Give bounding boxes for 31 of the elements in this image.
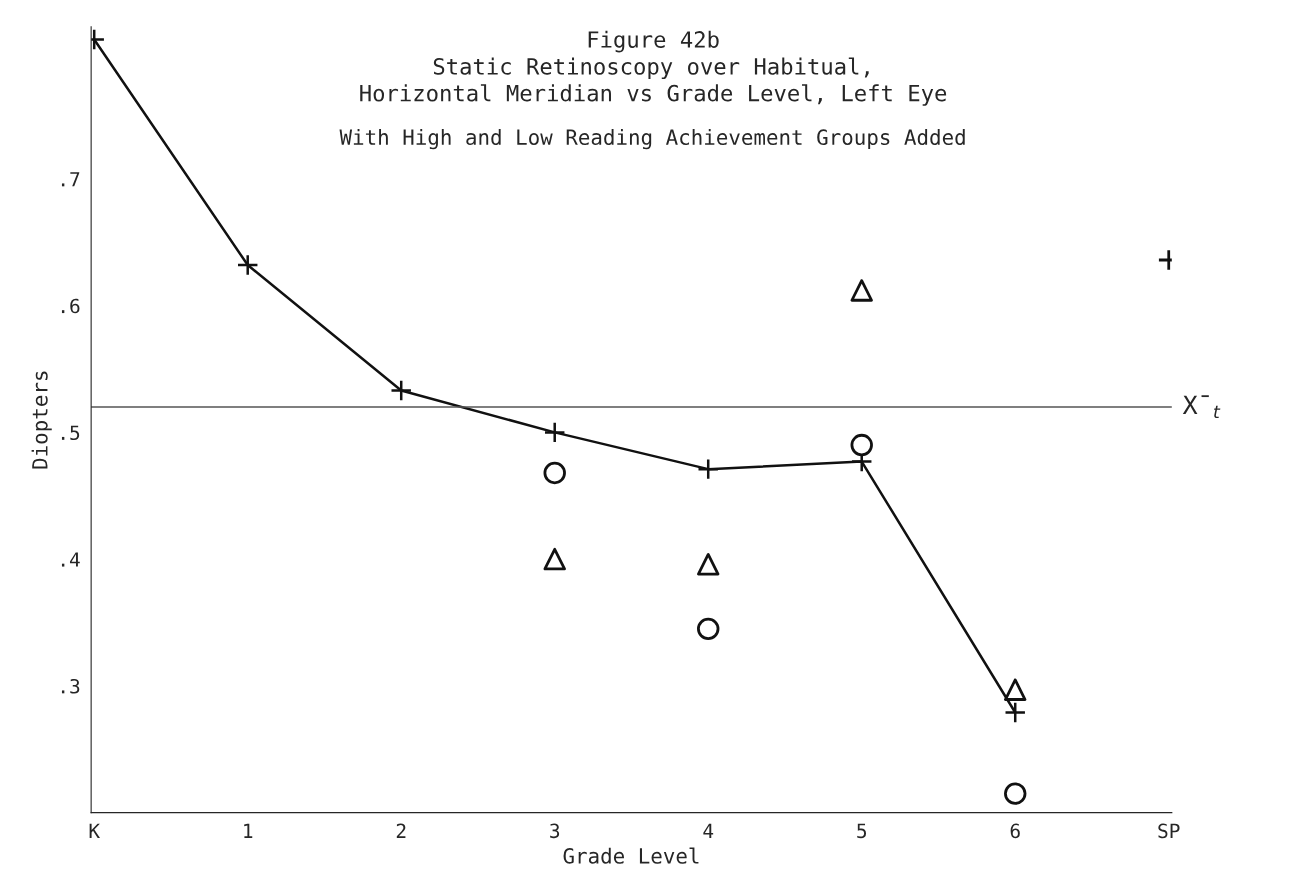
x-axis-title: Grade Level (563, 847, 699, 864)
point (697, 458, 720, 481)
point (697, 617, 720, 641)
point (697, 552, 720, 576)
ref-line-label: X̄$_{t}$ (1182, 395, 1221, 418)
y-tick-label: .3 (61, 678, 80, 694)
point (543, 421, 566, 444)
point (236, 254, 259, 277)
y-tick-label: .6 (61, 298, 80, 314)
point (1004, 782, 1027, 805)
y-tick-label: .4 (61, 552, 80, 567)
x-tick-label: SP (1158, 823, 1180, 839)
point (543, 461, 566, 485)
point (850, 433, 873, 457)
text: With High and Low Reading Achievement Groups Added (339, 128, 965, 150)
y-tick-label: .5 (61, 425, 80, 441)
x-tick-label: 5 (857, 823, 867, 839)
point (390, 379, 413, 402)
point (850, 279, 873, 302)
point (1004, 678, 1027, 701)
x-tick-label: 3 (550, 823, 560, 839)
x-tick-label: 1 (244, 823, 253, 838)
point (1004, 701, 1027, 724)
point (543, 547, 566, 571)
text: Figure 42b Static Retinoscopy over Habitual, Horizontal Meridian vs Grade Level, Left Eye (360, 30, 947, 106)
y-tick-label: .7 (61, 172, 80, 187)
x-tick-label: 2 (396, 823, 406, 838)
x-tick-label: 4 (703, 823, 714, 838)
x-tick-label: 6 (1010, 823, 1020, 839)
x-tick-label: K (89, 823, 100, 838)
y-axis-title: Diopters (31, 371, 52, 469)
